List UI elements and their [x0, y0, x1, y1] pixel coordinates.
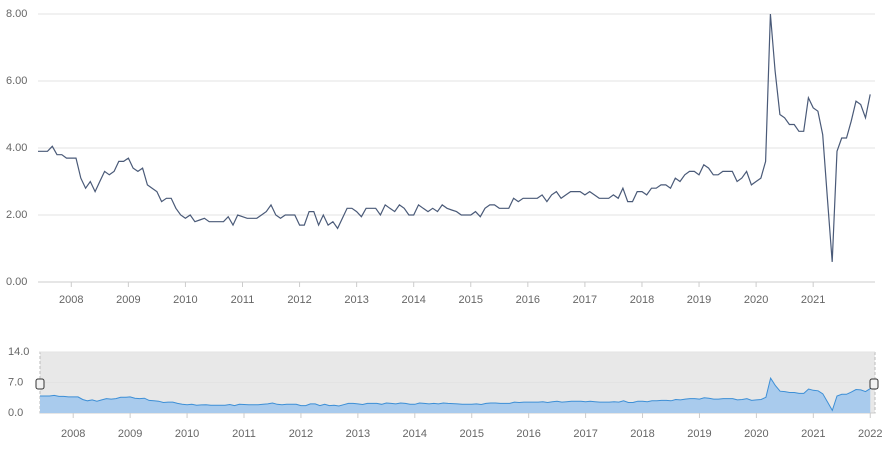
y-tick-label: 2.00 — [6, 209, 27, 221]
x-tick-label: 2017 — [573, 294, 597, 306]
navigator-handle[interactable] — [35, 378, 45, 390]
x-tick-label: 2021 — [801, 294, 825, 306]
y-tick-label: 7.0 — [8, 376, 23, 388]
x-tick-label: 2019 — [687, 294, 711, 306]
line-series — [38, 13, 871, 262]
x-tick-label: 2020 — [744, 294, 768, 306]
y-tick-label: 4.00 — [6, 142, 27, 154]
x-tick-label: 2009 — [118, 428, 142, 440]
y-tick-label: 8.00 — [6, 8, 27, 20]
x-tick-label: 2013 — [346, 428, 370, 440]
x-tick-label: 2011 — [231, 294, 255, 306]
x-tick-label: 2010 — [173, 294, 197, 306]
x-tick-label: 2016 — [516, 428, 540, 440]
x-tick-label: 2012 — [287, 294, 311, 306]
x-tick-label: 2015 — [459, 294, 483, 306]
y-tick-label: 6.00 — [6, 75, 27, 87]
y-tick-label: 0.0 — [8, 407, 23, 419]
navigator-handle[interactable] — [869, 378, 879, 390]
x-tick-label: 2009 — [116, 294, 140, 306]
x-tick-label: 2014 — [403, 428, 427, 440]
x-tick-label: 2021 — [801, 428, 825, 440]
y-tick-label: 0.00 — [6, 276, 27, 288]
x-tick-label: 2008 — [59, 294, 83, 306]
x-tick-label: 2014 — [401, 294, 425, 306]
navigator-area — [40, 378, 871, 413]
x-tick-label: 2011 — [232, 428, 256, 440]
x-tick-label: 2018 — [630, 428, 654, 440]
navigator-line — [40, 376, 871, 412]
x-tick-label: 2015 — [459, 428, 483, 440]
y-tick-label: 14.0 — [8, 346, 29, 358]
x-tick-label: 2018 — [630, 294, 654, 306]
x-tick-label: 2013 — [344, 294, 368, 306]
x-tick-label: 2012 — [289, 428, 313, 440]
x-tick-label: 2020 — [744, 428, 768, 440]
x-tick-label: 2008 — [61, 428, 85, 440]
x-tick-label: 2010 — [175, 428, 199, 440]
x-tick-label: 2019 — [687, 428, 711, 440]
x-tick-label: 2022 — [858, 428, 882, 440]
x-tick-label: 2016 — [516, 294, 540, 306]
x-tick-label: 2017 — [573, 428, 597, 440]
